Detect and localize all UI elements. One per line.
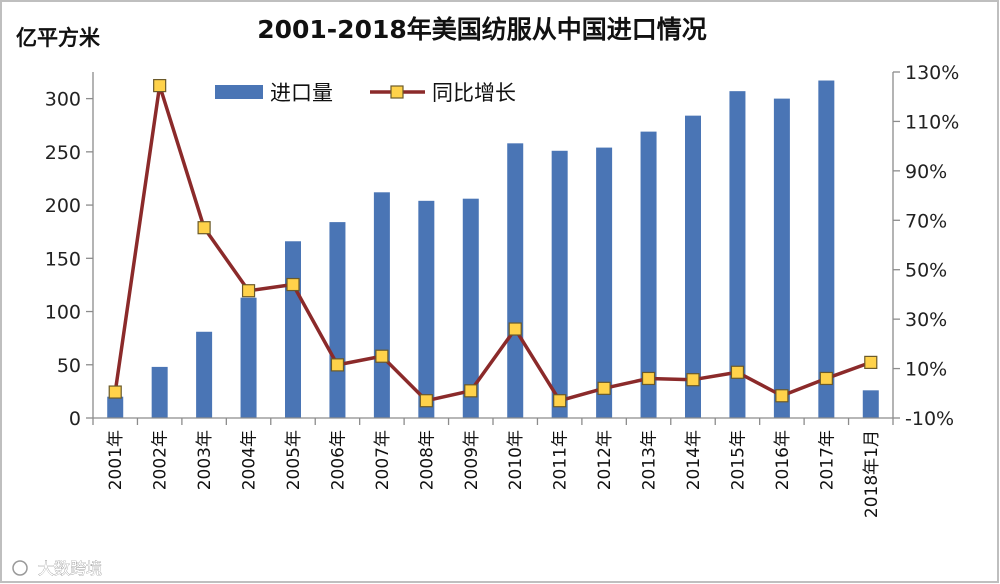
growth-point-17 xyxy=(864,355,878,369)
bar-12 xyxy=(640,131,657,418)
x-tick-label-6: 2007年 xyxy=(373,430,393,490)
legend-swatch-marker xyxy=(390,85,404,99)
growth-point-7 xyxy=(419,394,433,408)
growth-point-1 xyxy=(153,78,167,93)
growth-point-13 xyxy=(686,373,700,387)
x-tick-label-9: 2010年 xyxy=(506,430,526,490)
bar-9 xyxy=(507,143,524,418)
growth-point-12 xyxy=(641,371,656,386)
x-tick-label-16: 2017年 xyxy=(817,430,837,490)
y-tick-label-2: 100 xyxy=(45,302,81,324)
x-tick-label-5: 2006年 xyxy=(328,430,348,490)
y-axis-label: 亿平方米 xyxy=(16,26,101,50)
legend-label-line: 同比增长 xyxy=(432,81,516,105)
bar-13 xyxy=(685,115,701,418)
x-tick-label-13: 2014年 xyxy=(684,430,704,490)
x-tick-label-15: 2016年 xyxy=(773,430,793,490)
watermark-logo-icon xyxy=(12,560,28,576)
y2-tick-label-0: -10% xyxy=(905,408,954,430)
x-tick-label-17: 2018年1月 xyxy=(862,430,882,518)
x-tick-label-12: 2013年 xyxy=(640,430,660,490)
watermark: 大数跨境 xyxy=(12,559,102,578)
x-tick-label-3: 2004年 xyxy=(240,430,260,490)
bar-17 xyxy=(862,390,879,418)
y2-tick-label-5: 90% xyxy=(905,161,947,183)
y2-tick-label-4: 70% xyxy=(905,210,947,232)
x-tick-label-0: 2001年 xyxy=(106,430,126,490)
bar-3 xyxy=(240,297,257,418)
y2-tick-label-3: 50% xyxy=(905,260,947,282)
legend: 进口量 同比增长 xyxy=(215,81,516,105)
bar-6 xyxy=(373,192,390,418)
bar-15 xyxy=(773,98,790,418)
growth-point-9 xyxy=(508,322,522,336)
bar-14 xyxy=(729,91,746,418)
axes-layer: 0 50 100 150 200 250 300 -10% 10% 30% 50% 70% 90% 110… xyxy=(45,62,960,518)
x-tick-label-4: 2005年 xyxy=(284,430,304,490)
growth-point-14 xyxy=(730,365,745,379)
bar-11 xyxy=(596,147,613,418)
line-layer xyxy=(108,78,878,408)
growth-point-2 xyxy=(197,221,211,235)
x-tick-label-8: 2009年 xyxy=(462,430,482,490)
bar-1 xyxy=(151,366,168,418)
growth-point-8 xyxy=(464,384,478,398)
bar-16 xyxy=(818,80,835,419)
growth-point-10 xyxy=(553,394,567,408)
bar-0 xyxy=(107,396,124,418)
x-tick-label-10: 2011年 xyxy=(551,430,571,490)
growth-point-16 xyxy=(819,371,833,386)
chart-title: 2001-2018年美国纺服从中国进口情况 xyxy=(257,15,707,44)
y-tick-label-4: 200 xyxy=(45,195,81,217)
growth-point-0 xyxy=(108,385,122,399)
watermark-text: 大数跨境 xyxy=(38,559,102,578)
bar-4 xyxy=(285,241,301,418)
growth-point-11 xyxy=(597,381,611,395)
legend-label-bar: 进口量 xyxy=(270,81,333,105)
growth-point-15 xyxy=(775,389,789,403)
y2-tick-label-1: 10% xyxy=(905,359,947,381)
y2-tick-label-6: 110% xyxy=(905,111,959,133)
bar-5 xyxy=(329,222,346,418)
x-tick-label-7: 2008年 xyxy=(417,430,437,490)
growth-point-5 xyxy=(330,358,345,372)
bar-2 xyxy=(196,331,213,418)
bar-8 xyxy=(462,198,479,418)
bar-10 xyxy=(551,150,568,418)
growth-point-4 xyxy=(286,277,300,292)
bar-7 xyxy=(418,200,435,418)
y2-tick-label-7: 130% xyxy=(905,62,959,84)
x-tick-label-1: 2002年 xyxy=(151,430,171,490)
growth-line xyxy=(113,83,872,403)
x-tick-label-2: 2003年 xyxy=(195,430,215,490)
legend-swatch-bar xyxy=(215,85,263,99)
y-tick-label-5: 250 xyxy=(45,142,81,164)
y2-tick-label-2: 30% xyxy=(905,309,947,331)
x-tick-label-11: 2012年 xyxy=(595,430,615,490)
y-tick-label-0: 0 xyxy=(69,408,81,430)
y-tick-label-6: 300 xyxy=(45,89,81,111)
y-tick-label-3: 150 xyxy=(45,248,81,270)
x-tick-label-14: 2015年 xyxy=(728,430,748,490)
growth-point-6 xyxy=(375,349,389,363)
growth-point-3 xyxy=(241,284,256,298)
y-tick-label-1: 50 xyxy=(57,355,81,377)
